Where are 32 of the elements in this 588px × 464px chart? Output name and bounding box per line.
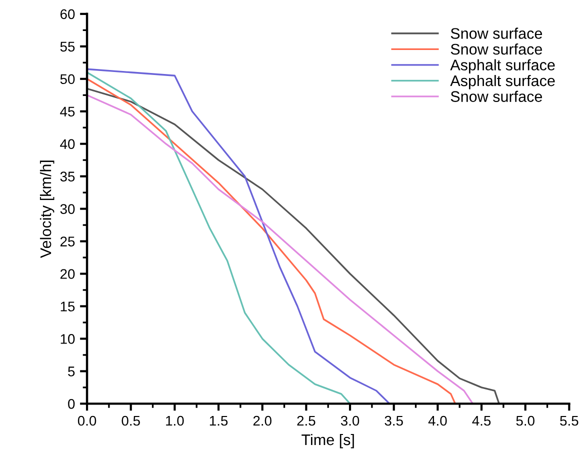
y-tick-label: 40 [60,139,75,150]
x-tick-label: 3.0 [340,416,360,426]
x-tick-label: 2.5 [297,416,316,426]
y-tick-label: 55 [60,42,75,52]
y-tick-label: 60 [60,9,75,20]
y-tick-label: 10 [60,334,75,344]
x-tick-label: 4.5 [472,416,491,426]
x-tick-label: 2.0 [253,416,272,426]
y-tick-label: 25 [60,236,75,246]
y-tick-label: 45 [60,106,75,117]
x-tick-label: 0.5 [122,416,140,426]
y-tick-label: 5 [68,366,75,376]
y-tick-label: 15 [60,302,75,312]
x-tick-label: 5.5 [560,416,578,426]
y-axis-title: Velocity [km/h] [40,160,54,258]
legend-label: Asphalt surface [450,59,555,74]
y-tick-label: 35 [60,172,75,182]
y-tick-label: 30 [60,204,75,214]
x-tick-label: 3.5 [384,416,403,426]
x-tick-label: 1.0 [166,416,184,426]
legend-label: Asphalt surface [450,74,555,90]
x-tick-label: 5.0 [516,416,534,426]
y-tick-label: 50 [60,74,75,84]
x-tick-label: 0.0 [78,416,96,426]
legend-label: Snow surface [450,28,542,39]
y-tick-label: 20 [60,269,75,279]
legend-label: Snow surface [450,43,542,55]
legend-label: Snow surface [450,90,542,102]
x-axis-title: Time [s] [302,434,354,448]
x-tick-label: 1.5 [210,416,228,426]
x-tick-label: 4.0 [428,416,447,426]
y-tick-label: 0 [68,399,75,409]
